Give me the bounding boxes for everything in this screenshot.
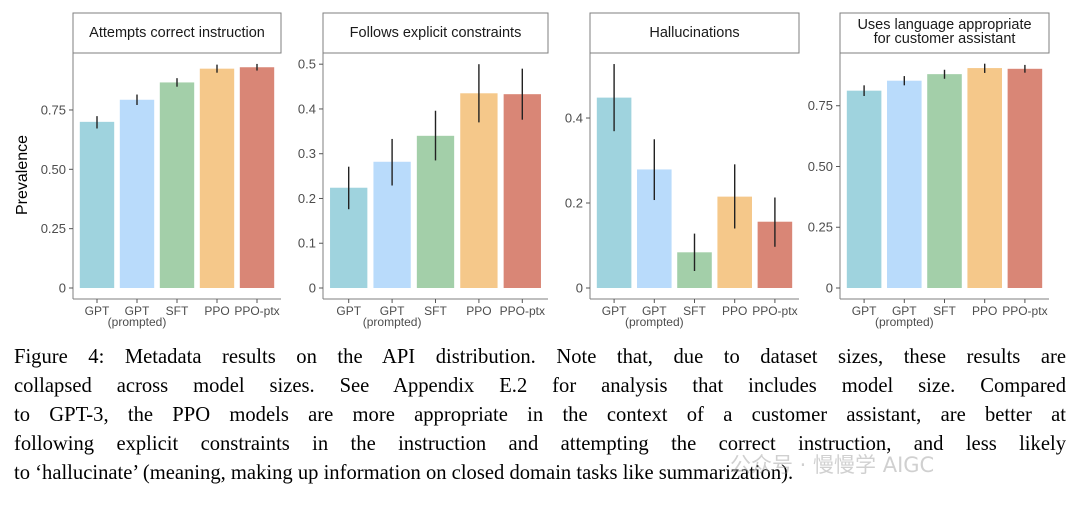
y-tick-label: 0.3 xyxy=(298,146,316,161)
panel-1: Attempts correct instruction 0 0.25 0.50 0.7… xyxy=(14,12,282,329)
bar-gpt-prompted- xyxy=(887,80,922,288)
y-tick-label: 0.1 xyxy=(298,236,316,251)
y-tick-label: 0.25 xyxy=(808,220,833,235)
panel-title: Attempts correct instruction xyxy=(89,25,265,41)
y-tick-label: 0 xyxy=(576,281,583,296)
x-tick-label: PPO xyxy=(204,304,229,318)
x-tick-label: SFT xyxy=(166,304,189,318)
y-tick-label: 0 xyxy=(826,281,833,296)
bar-ppo-ptx xyxy=(503,94,541,288)
x-tick-sublabel: (prompted) xyxy=(108,315,167,329)
x-tick-label: SFT xyxy=(424,304,447,318)
figure-caption: Figure 4: Metadata results on the API di… xyxy=(14,343,1066,488)
x-tick-label: PPO-ptx xyxy=(500,304,545,318)
x-tick-label: PPO xyxy=(722,304,747,318)
x-tick-label: PPO-ptx xyxy=(1002,304,1047,318)
y-tick-label: 0.25 xyxy=(41,221,66,236)
panel-strip xyxy=(72,12,282,54)
bar-sft xyxy=(416,135,455,288)
panel-2: Follows explicit constraints 0 0.1 0.2 0.3 0.… xyxy=(298,12,549,329)
x-tick-label: SFT xyxy=(933,304,956,318)
x-tick-label: GPT xyxy=(602,304,627,318)
panel-strip xyxy=(839,12,1050,54)
x-tick-sublabel: (prompted) xyxy=(363,315,422,329)
x-tick-sublabel: (prompted) xyxy=(875,315,934,329)
y-tick-label: 0.75 xyxy=(808,98,833,113)
x-tick-label: GPT xyxy=(125,304,150,318)
bar-gpt xyxy=(846,90,882,288)
y-tick-label: 0 xyxy=(309,281,316,296)
x-tick-label: PPO xyxy=(972,304,997,318)
y-tick-label: 0.2 xyxy=(298,191,316,206)
panel-strip xyxy=(589,12,800,54)
y-tick-label: 0.4 xyxy=(298,101,316,116)
panel-title: Follows explicit constraints xyxy=(350,25,522,41)
y-tick-label: 0 xyxy=(59,281,66,296)
figure-panels: Attempts correct instruction00.250.500.7… xyxy=(14,12,1050,329)
x-tick-label: GPT xyxy=(852,304,877,318)
x-tick-label: GPT xyxy=(642,304,667,318)
bar-sft xyxy=(927,74,962,289)
x-tick-label: GPT xyxy=(336,304,361,318)
caption-line: Figure 4: Metadata results on the API di… xyxy=(14,346,1066,368)
y-tick-label: 0.2 xyxy=(565,196,583,211)
x-tick-label: PPO-ptx xyxy=(752,304,797,318)
y-axis-label: Prevalence xyxy=(14,135,31,215)
caption-line: following explicit constraints in the in… xyxy=(14,433,1066,455)
x-tick-label: GPT xyxy=(892,304,917,318)
bar-sft xyxy=(159,82,195,288)
bar-gpt xyxy=(79,121,115,289)
bar-ppo-ptx xyxy=(1007,68,1043,288)
caption-line: collapsed across model sizes. See Append… xyxy=(14,375,1066,397)
caption-line: to ‘hallucinate’ (meaning, making up inf… xyxy=(14,462,794,484)
panel-strip xyxy=(322,12,549,54)
panel-title: for customer assistant xyxy=(874,31,1016,47)
y-tick-label: 0.5 xyxy=(298,57,316,72)
x-tick-label: SFT xyxy=(683,304,706,318)
x-tick-label: PPO-ptx xyxy=(234,304,279,318)
panel-title: Hallucinations xyxy=(649,25,739,41)
bar-gpt-prompted- xyxy=(119,99,155,288)
x-tick-label: PPO xyxy=(466,304,491,318)
bar-ppo xyxy=(967,68,1002,288)
y-tick-label: 0.50 xyxy=(808,159,833,174)
x-tick-label: GPT xyxy=(380,304,405,318)
x-tick-label: GPT xyxy=(85,304,110,318)
bar-ppo xyxy=(460,93,498,289)
x-tick-sublabel: (prompted) xyxy=(625,315,684,329)
watermark: 公众号 · 慢慢学 AIGC xyxy=(730,453,935,477)
panel-title: Uses language appropriate xyxy=(857,17,1031,33)
y-tick-label: 0.4 xyxy=(565,111,583,126)
y-tick-label: 0.75 xyxy=(41,102,66,117)
bar-ppo-ptx xyxy=(239,67,275,288)
bar-ppo xyxy=(199,68,235,289)
caption-line: to GPT-3, the PPO models are more approp… xyxy=(14,404,1066,426)
y-tick-label: 0.50 xyxy=(41,162,66,177)
panel-3: Hallucinations 0 0.2 0.4 GPT GPT(prompted)SFT… xyxy=(565,12,800,329)
